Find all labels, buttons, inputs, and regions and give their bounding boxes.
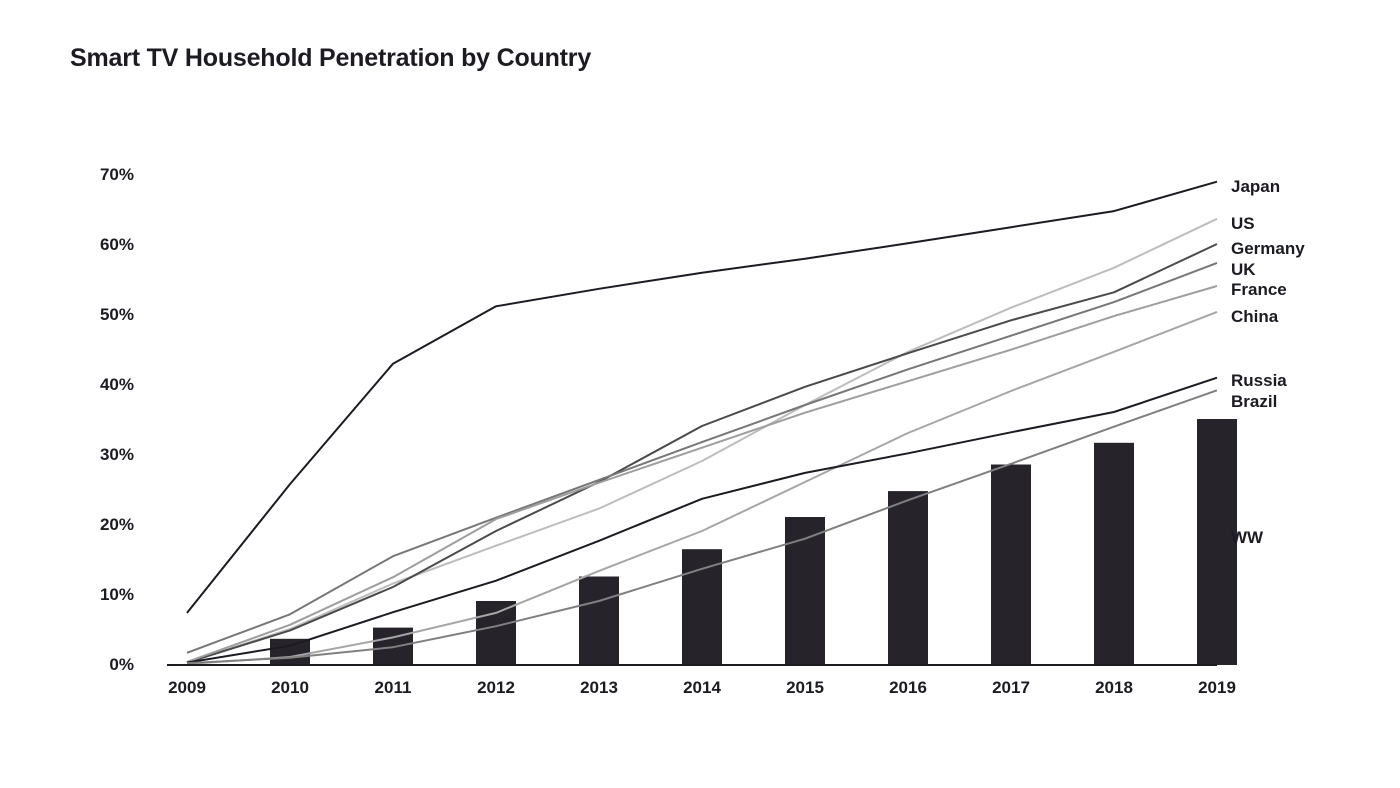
y-tick-label: 70% [100, 165, 134, 184]
x-tick-label: 2016 [889, 678, 927, 697]
y-tick-label: 10% [100, 585, 134, 604]
line-germany [186, 243, 1218, 664]
series-label-brazil: Brazil [1231, 392, 1277, 411]
x-tick-label: 2011 [375, 678, 412, 697]
x-tick-label: 2017 [992, 678, 1030, 697]
x-tick-label: 2018 [1095, 678, 1133, 697]
bar-ww-2019 [1197, 419, 1237, 665]
chart-title: Smart TV Household Penetration by Countr… [70, 44, 592, 72]
line-russia [186, 376, 1218, 664]
y-tick-label: 40% [100, 375, 134, 394]
series-label-ww: WW [1231, 528, 1264, 547]
x-tick-label: 2012 [477, 678, 515, 697]
y-tick-label: 50% [100, 305, 134, 324]
y-axis-ticks: 0% 10% 20% 30% 40% 50% 60% 70% [100, 165, 134, 674]
x-tick-label: 2013 [580, 678, 618, 697]
line-france [186, 285, 1218, 663]
line-japan [186, 180, 1218, 614]
x-tick-label: 2014 [683, 678, 721, 697]
x-tick-label: 2019 [1198, 678, 1236, 697]
series-label-germany: Germany [1231, 239, 1305, 258]
series-label-china: China [1231, 307, 1279, 326]
x-tick-label: 2010 [271, 678, 309, 697]
bar-ww-2017 [991, 464, 1031, 665]
bar-ww-2012 [476, 601, 516, 665]
y-tick-label: 0% [109, 655, 134, 674]
bar-ww-2013 [579, 576, 619, 665]
bar-ww-2016 [888, 491, 928, 665]
bars-layer [270, 419, 1237, 665]
series-label-russia: Russia [1231, 371, 1287, 390]
line-china [186, 310, 1218, 665]
x-tick-label: 2015 [786, 678, 824, 697]
series-label-uk: UK [1231, 260, 1256, 279]
series-label-us: US [1231, 214, 1255, 233]
bar-ww-2014 [682, 549, 722, 665]
y-tick-label: 20% [100, 515, 134, 534]
lines-layer [186, 180, 1218, 665]
y-tick-label: 30% [100, 445, 134, 464]
x-axis-ticks: 2009 2010 2011 2012 2013 2014 2015 2016 2017 2018… [168, 678, 1236, 697]
line-brazil [186, 389, 1218, 665]
series-label-france: France [1231, 280, 1287, 299]
x-tick-label: 2009 [168, 678, 206, 697]
bar-ww-2018 [1094, 442, 1134, 665]
line-uk [186, 261, 1218, 654]
y-tick-label: 60% [100, 235, 134, 254]
bar-ww-2010 [270, 638, 310, 665]
series-label-japan: Japan [1231, 177, 1280, 196]
line-us [186, 217, 1218, 664]
